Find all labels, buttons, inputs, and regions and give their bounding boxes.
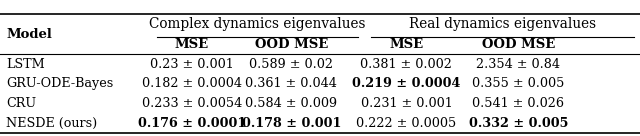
Text: 0.355 ± 0.005: 0.355 ± 0.005	[472, 78, 564, 90]
Text: NESDE (ours): NESDE (ours)	[6, 117, 98, 130]
Text: 0.222 ± 0.0005: 0.222 ± 0.0005	[356, 117, 456, 130]
Text: 0.589 ± 0.02: 0.589 ± 0.02	[249, 58, 333, 71]
Text: Complex dynamics eigenvalues: Complex dynamics eigenvalues	[149, 17, 366, 31]
Text: 0.381 ± 0.002: 0.381 ± 0.002	[360, 58, 452, 71]
Text: LSTM: LSTM	[6, 58, 45, 71]
Text: 0.541 ± 0.026: 0.541 ± 0.026	[472, 97, 564, 110]
Text: 0.332 ± 0.005: 0.332 ± 0.005	[468, 117, 568, 130]
Text: Real dynamics eigenvalues: Real dynamics eigenvalues	[409, 17, 596, 31]
Text: 0.182 ± 0.0004: 0.182 ± 0.0004	[142, 78, 242, 90]
Text: 0.584 ± 0.009: 0.584 ± 0.009	[245, 97, 337, 110]
Text: CRU: CRU	[6, 97, 36, 110]
Text: MSE: MSE	[389, 38, 424, 51]
Text: 0.361 ± 0.044: 0.361 ± 0.044	[245, 78, 337, 90]
Text: OOD MSE: OOD MSE	[482, 38, 555, 51]
Text: MSE: MSE	[175, 38, 209, 51]
Text: 2.354 ± 0.84: 2.354 ± 0.84	[476, 58, 561, 71]
Text: 0.233 ± 0.0054: 0.233 ± 0.0054	[142, 97, 242, 110]
Text: 0.178 ± 0.001: 0.178 ± 0.001	[241, 117, 341, 130]
Text: 0.219 ± 0.0004: 0.219 ± 0.0004	[352, 78, 461, 90]
Text: GRU-ODE-Bayes: GRU-ODE-Bayes	[6, 78, 114, 90]
Text: 0.176 ± 0.0001: 0.176 ± 0.0001	[138, 117, 246, 130]
Text: 0.231 ± 0.001: 0.231 ± 0.001	[360, 97, 452, 110]
Text: Model: Model	[6, 27, 52, 41]
Text: 0.23 ± 0.001: 0.23 ± 0.001	[150, 58, 234, 71]
Text: OOD MSE: OOD MSE	[255, 38, 328, 51]
